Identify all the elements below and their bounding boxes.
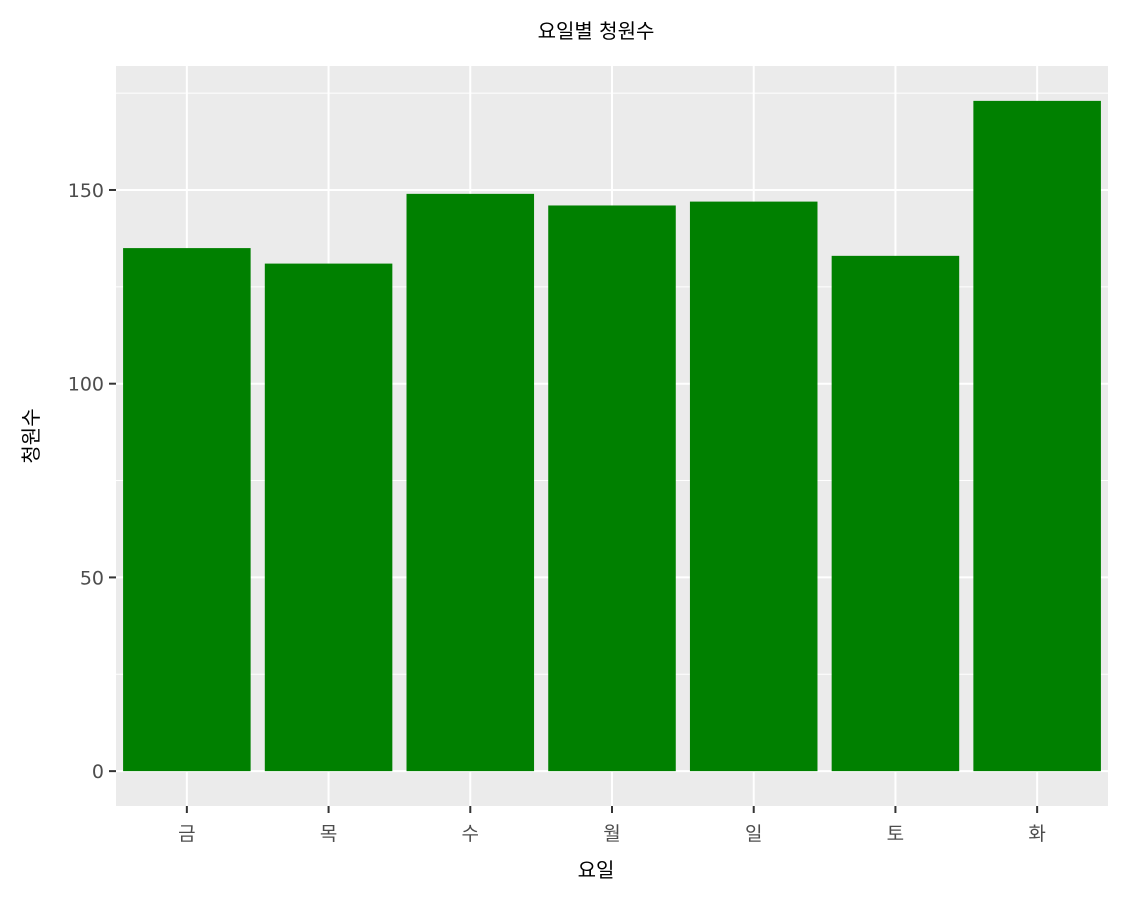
bar <box>973 100 1101 772</box>
x-tick-label: 일 <box>745 823 762 845</box>
bar <box>264 263 393 772</box>
y-tick-label: 50 <box>80 567 104 589</box>
bar <box>831 255 960 772</box>
bar <box>123 248 251 772</box>
x-tick-label: 금 <box>178 823 195 845</box>
y-tick-label: 0 <box>92 761 104 783</box>
y-tick-label: 150 <box>68 180 104 202</box>
y-axis: 0 50 100 150 <box>68 180 116 783</box>
x-tick-label: 토 <box>887 823 904 845</box>
x-tick-label: 화 <box>1028 823 1045 845</box>
bar <box>406 193 535 772</box>
y-tick-label: 100 <box>68 374 104 396</box>
x-tick-label: 수 <box>462 823 479 845</box>
bars <box>123 100 1101 772</box>
x-axis-title: 요일 <box>578 858 615 882</box>
bar <box>689 201 818 772</box>
chart-title: 요일별 청원수 <box>538 19 655 43</box>
bar <box>548 205 676 772</box>
x-tick-label: 목 <box>320 823 337 845</box>
x-tick-label: 월 <box>603 823 620 845</box>
y-axis-title: 청원수 <box>19 408 43 463</box>
